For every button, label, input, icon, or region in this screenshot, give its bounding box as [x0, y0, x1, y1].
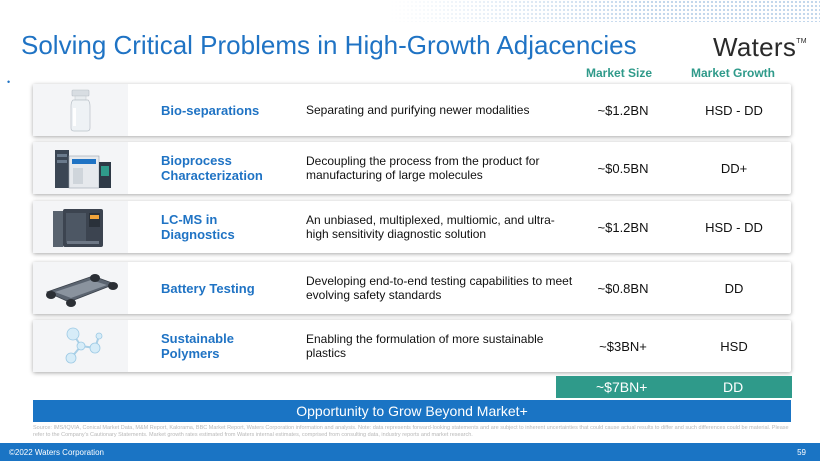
row-market-growth: HSD: [720, 338, 748, 354]
market-size-header: Market Size: [586, 66, 653, 80]
bullet-marker: •: [7, 77, 11, 87]
row-description: Developing end-to-end testing capabiliti…: [306, 274, 573, 302]
row-market-size: ~$0.8BN: [597, 280, 649, 296]
logo-text: Waters: [713, 32, 797, 62]
mass-spectrometer-icon: [33, 201, 128, 253]
row-market-size: ~$0.5BN: [597, 160, 649, 176]
table-row-bio-separations: Bio-separations Separating and purifying…: [33, 84, 791, 136]
row-name: LC-MS in Diagnostics: [161, 212, 235, 242]
table-row-battery-testing: Battery Testing Developing end-to-end te…: [33, 262, 791, 314]
waters-logo: WatersTM: [713, 32, 807, 63]
footer-bar: ©2022 Waters Corporation 59: [0, 443, 820, 461]
row-description: Enabling the formulation of more sustain…: [306, 332, 544, 360]
table-row-sustainable-polymers: Sustainable Polymers Enabling the formul…: [33, 320, 791, 372]
row-name: Bio-separations: [161, 102, 260, 118]
header-dot-pattern: [390, 0, 820, 22]
row-market-growth: HSD - DD: [705, 219, 763, 235]
row-market-size: ~$3BN+: [599, 338, 647, 354]
total-row: ~$7BN+ DD: [556, 376, 792, 398]
row-description: Decoupling the process from the product …: [306, 154, 540, 182]
row-name: Battery Testing: [161, 280, 255, 296]
source-footnote: Source: IMS/IQVIA, Conical Market Data, …: [33, 425, 789, 438]
total-market-growth: DD: [723, 379, 744, 395]
total-market-size: ~$7BN+: [596, 379, 648, 395]
logo-trademark: TM: [796, 38, 807, 45]
market-growth-header: Market Growth: [691, 66, 776, 80]
opportunity-banner: Opportunity to Grow Beyond Market+: [33, 400, 791, 422]
row-name: Sustainable Polymers: [161, 331, 234, 361]
table-row-lc-ms-diagnostics: LC-MS in Diagnostics An unbiased, multip…: [33, 201, 791, 253]
molecule-icon: [33, 320, 128, 372]
row-market-growth: DD: [724, 280, 744, 296]
page-number: 59: [797, 448, 806, 457]
bioaccord-system-icon: [33, 142, 128, 194]
row-market-growth: HSD - DD: [705, 102, 763, 118]
row-name: Bioprocess Characterization: [161, 153, 263, 183]
copyright: ©2022 Waters Corporation: [9, 448, 104, 457]
row-market-size: ~$1.2BN: [597, 219, 649, 235]
ev-battery-chassis-icon: [33, 262, 128, 314]
vial-icon: [33, 84, 128, 136]
row-market-size: ~$1.2BN: [597, 102, 649, 118]
row-description: An unbiased, multiplexed, multiomic, and…: [306, 213, 555, 241]
slide-title: Solving Critical Problems in High-Growth…: [21, 30, 637, 60]
row-market-growth: DD+: [720, 160, 748, 176]
row-description: Separating and purifying newer modalitie…: [306, 103, 530, 117]
table-row-bioprocess-characterization: Bioprocess Characterization Decoupling t…: [33, 142, 791, 194]
